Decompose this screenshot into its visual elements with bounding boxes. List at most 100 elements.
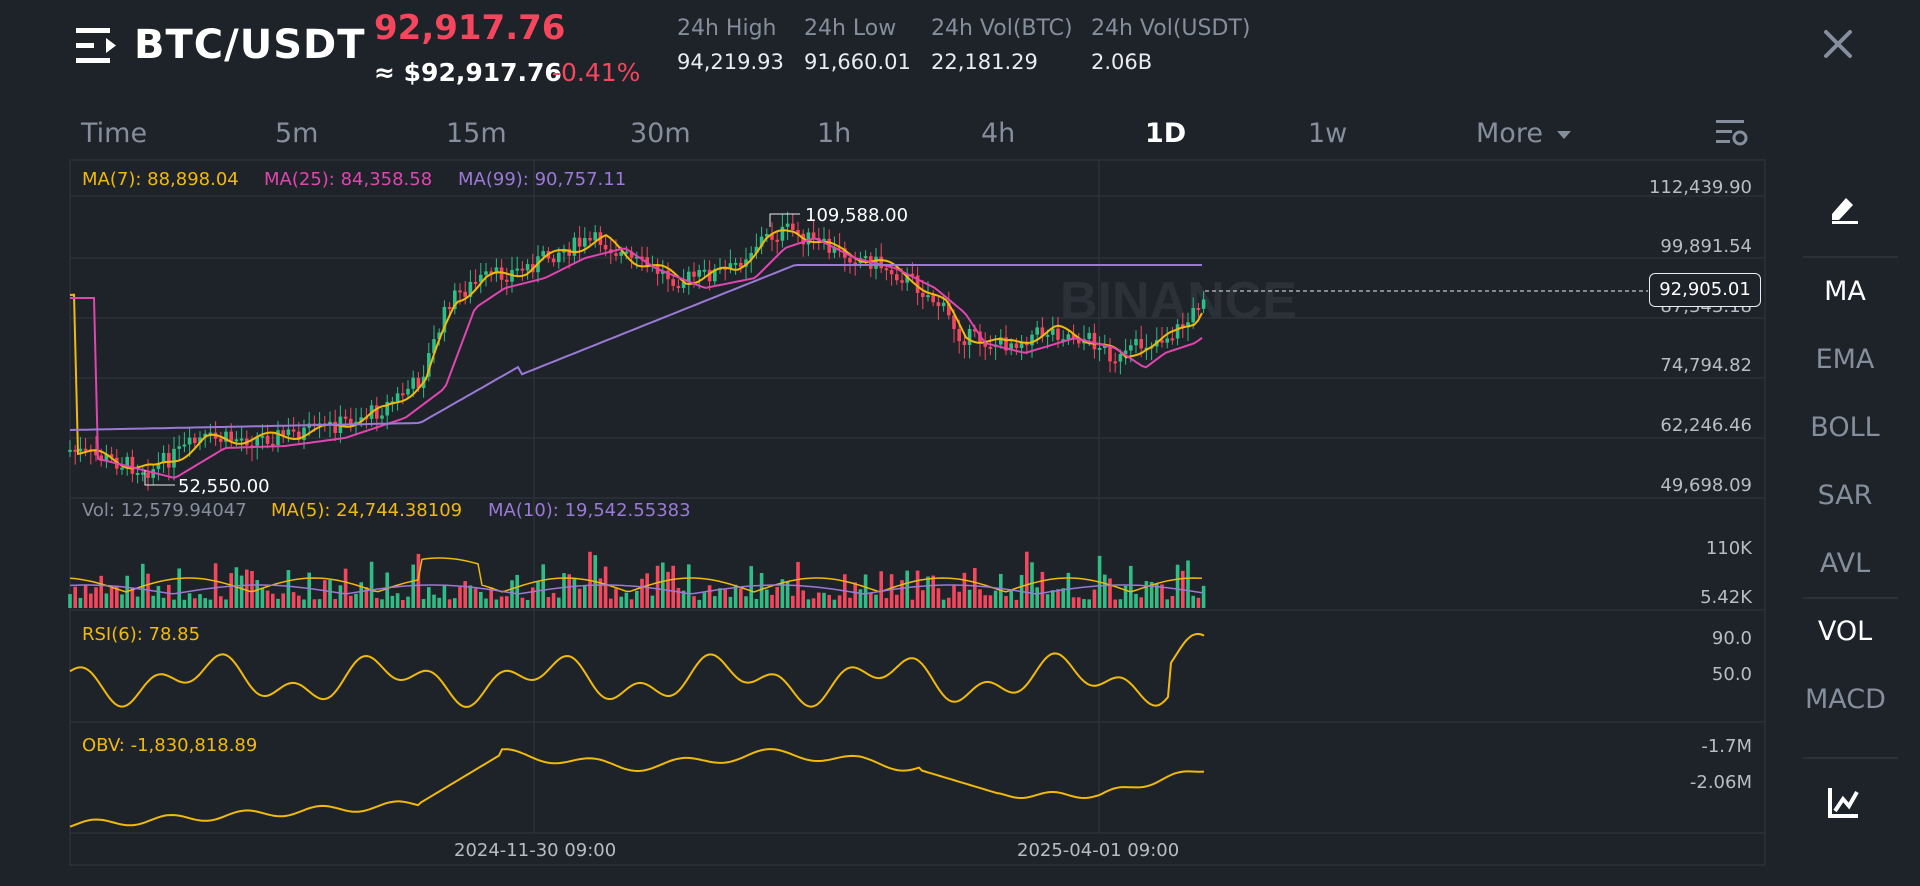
volume-bar xyxy=(390,595,395,608)
volume-bar xyxy=(567,574,571,608)
candle-body xyxy=(999,337,1003,345)
price-axis-tick: 112,439.90 xyxy=(1648,177,1752,198)
side-btn-macd[interactable]: MACD xyxy=(1805,684,1886,715)
volume-bar xyxy=(791,595,795,608)
candle-body xyxy=(811,232,816,239)
ma25-label: MA(25): 84,358.58 xyxy=(264,169,433,190)
side-btn-ma[interactable]: MA xyxy=(1824,276,1866,307)
candle-body xyxy=(505,279,509,282)
side-btn-boll[interactable]: BOLL xyxy=(1810,412,1880,443)
volume-bar xyxy=(1113,599,1117,608)
volume-bar xyxy=(297,595,301,608)
volume-bar xyxy=(489,587,493,608)
candle-body xyxy=(640,256,644,259)
tab-1d[interactable]: 1D xyxy=(1145,118,1187,149)
tab-30m[interactable]: 30m xyxy=(630,118,691,149)
usd-price: ≈ $92,917.76 xyxy=(374,58,562,87)
candle-body xyxy=(765,233,769,237)
candle-body xyxy=(156,463,161,470)
menu-icon[interactable] xyxy=(76,26,118,66)
candle-body xyxy=(380,415,384,419)
volume-bar xyxy=(1103,574,1107,608)
time-axis-tick: 2025-04-01 09:00 xyxy=(1017,840,1180,861)
candle-body xyxy=(624,251,629,254)
volume-bar xyxy=(619,596,623,608)
low-price-label: 52,550.00 xyxy=(178,476,270,497)
rsi-label: RSI(6): 78.85 xyxy=(82,624,201,645)
candle-body xyxy=(94,449,98,456)
candle-body xyxy=(463,291,467,297)
volume-bar xyxy=(723,589,727,608)
tab-more[interactable]: More xyxy=(1476,118,1572,149)
draw-icon[interactable] xyxy=(1826,190,1862,226)
tab-15m[interactable]: 15m xyxy=(446,118,507,149)
rsi-axis-tick: 50.0 xyxy=(1711,664,1752,685)
candle-body xyxy=(141,472,145,475)
candle-body xyxy=(406,388,410,395)
chart-indicator-icon[interactable] xyxy=(1826,784,1862,820)
candle-body xyxy=(577,237,582,247)
candle-body xyxy=(572,237,577,256)
volume-bar xyxy=(889,574,894,608)
tab-5m[interactable]: 5m xyxy=(275,118,319,149)
kline-chart[interactable]: BINANCE 109,588.00 52,550.00 xyxy=(0,0,1800,886)
volume-bar xyxy=(884,598,889,608)
obv-axis-tick: -2.06M xyxy=(1689,772,1752,793)
volume-bar xyxy=(219,596,223,608)
volume-bar xyxy=(874,594,878,608)
high-price-label: 109,588.00 xyxy=(805,205,908,226)
volume-bar xyxy=(375,597,379,608)
pair-title[interactable]: BTC/USDT xyxy=(134,22,366,68)
volume-bar xyxy=(401,599,405,608)
volume-bar xyxy=(239,575,244,608)
stat-label-24h-vol-btc: 24h Vol(BTC) xyxy=(931,16,1073,41)
candle-body xyxy=(879,256,883,269)
side-btn-ema[interactable]: EMA xyxy=(1815,344,1875,375)
volume-bar xyxy=(224,599,228,608)
volume-bar xyxy=(1030,562,1034,608)
candle-body xyxy=(941,302,946,307)
tab-1h[interactable]: 1h xyxy=(817,118,852,149)
volume-axis-tick: 5.42K xyxy=(1700,587,1752,608)
volume-bar xyxy=(499,596,504,608)
candle-body xyxy=(1051,328,1055,335)
side-btn-sar[interactable]: SAR xyxy=(1817,480,1873,511)
tab-4h[interactable]: 4h xyxy=(981,118,1016,149)
volume-bar xyxy=(1056,589,1060,608)
volume-bar xyxy=(307,572,311,608)
volume-bar xyxy=(806,599,811,608)
price-axis-tick: 74,794.82 xyxy=(1660,355,1752,376)
settings-icon[interactable] xyxy=(1716,118,1748,148)
volume-bar xyxy=(120,594,124,608)
tab-1w[interactable]: 1w xyxy=(1308,118,1348,149)
candle-body xyxy=(1175,324,1180,339)
watermark: BINANCE xyxy=(1060,272,1297,330)
volume-bar xyxy=(822,592,826,608)
side-btn-vol[interactable]: VOL xyxy=(1817,616,1873,647)
volume-bar xyxy=(182,599,187,608)
candle-body xyxy=(167,452,171,468)
candle-body xyxy=(962,341,967,345)
volume-bar xyxy=(343,568,348,608)
volume-bar xyxy=(167,584,171,608)
volume-bar xyxy=(733,584,738,608)
candle-body xyxy=(666,270,670,280)
time-axis-tick: 2024-11-30 09:00 xyxy=(454,840,617,861)
tab-time[interactable]: Time xyxy=(81,118,148,149)
candle-body xyxy=(1040,327,1045,337)
volume-bar xyxy=(983,595,987,608)
volume-bar xyxy=(130,588,135,608)
volume-bar xyxy=(749,566,753,608)
candle-body xyxy=(1165,338,1169,343)
volume-bar xyxy=(848,597,852,608)
candle-body xyxy=(120,467,124,470)
volume-bar xyxy=(681,590,686,608)
side-btn-avl[interactable]: AVL xyxy=(1819,548,1871,579)
candle-body xyxy=(104,454,109,461)
volume-bar xyxy=(1139,597,1143,608)
volume-bar xyxy=(910,599,915,608)
close-icon[interactable] xyxy=(1818,24,1858,64)
candle-body xyxy=(1139,339,1143,349)
volume-bar xyxy=(453,598,457,608)
volume-bar xyxy=(364,587,369,608)
